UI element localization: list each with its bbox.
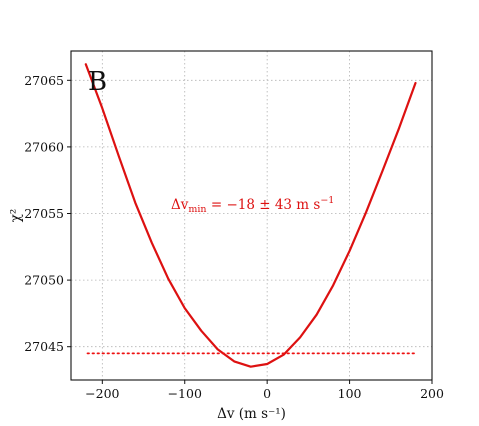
plot-frame <box>70 50 433 381</box>
y-tick-label: 27065 <box>24 73 64 88</box>
x-tick-label: 200 <box>420 386 444 401</box>
x-tick-label: −100 <box>168 386 202 401</box>
tick-layer: −200 −100 0 100 200 27045 27050 27055 27060 27065 <box>24 73 444 401</box>
min-annotation: Δvmin = −18 ± 43 m s−1 <box>171 195 334 215</box>
y-tick-label: 27055 <box>24 206 64 221</box>
y-tick-label: 27060 <box>24 139 64 154</box>
chi2-curve <box>84 63 417 368</box>
annotation-subscript: min <box>188 204 206 215</box>
x-axis-label: Δv (m s⁻¹) <box>217 406 286 422</box>
panel-label: B <box>88 67 107 97</box>
y-axis-label: χ² <box>8 209 24 223</box>
grid-layer <box>71 51 433 380</box>
annotation-base: Δv <box>171 197 189 213</box>
annotation-value: = −18 ± 43 m s <box>207 197 321 213</box>
y-tick-label: 27045 <box>24 339 64 354</box>
annotation-superscript: −1 <box>320 195 334 206</box>
y-tick-label: 27050 <box>24 273 64 288</box>
series-layer <box>84 63 417 368</box>
x-tick-label: 0 <box>263 386 271 401</box>
x-tick-label: −200 <box>85 386 119 401</box>
x-tick-label: 100 <box>338 386 362 401</box>
